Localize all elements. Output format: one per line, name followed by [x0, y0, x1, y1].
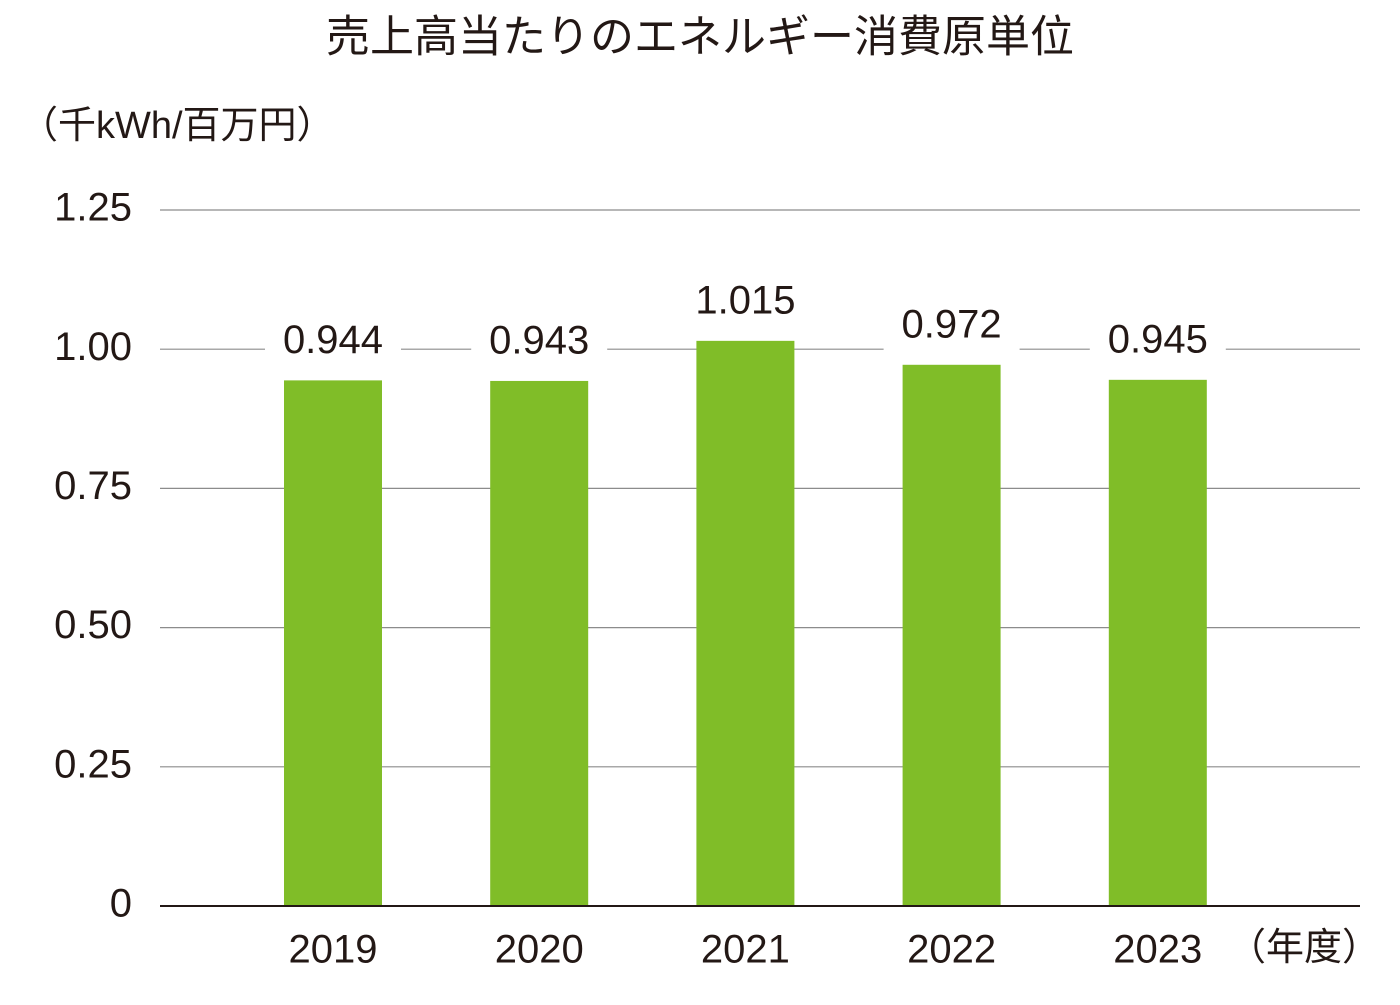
bar	[902, 364, 1001, 906]
y-tick-label: 1.00	[54, 325, 132, 369]
bar	[284, 380, 382, 906]
y-tick-label: 0	[110, 882, 132, 926]
value-label: 1.015	[695, 278, 795, 322]
value-label-bg	[471, 316, 608, 367]
value-label: 0.945	[1108, 317, 1208, 361]
y-tick-label: 0.75	[54, 464, 132, 508]
x-tick-label: 2020	[495, 928, 584, 972]
value-label-bg	[677, 276, 814, 327]
y-tick-label: 1.25	[54, 186, 132, 230]
bar	[1108, 379, 1207, 907]
value-label: 0.972	[902, 302, 1002, 346]
x-tick-label: 2023	[1113, 928, 1202, 972]
value-label-bg	[1089, 315, 1226, 366]
bar	[696, 340, 795, 906]
y-tick-label: 0.25	[54, 742, 132, 786]
x-axis-label: （年度）	[1228, 927, 1380, 969]
x-tick-label: 2021	[701, 928, 790, 972]
bar	[490, 380, 589, 906]
value-label: 0.944	[283, 318, 383, 362]
x-tick-label: 2019	[289, 928, 378, 972]
value-label-bg	[883, 300, 1020, 351]
x-tick-label: 2022	[907, 928, 996, 972]
chart-title: 売上高当たりのエネルギー消費原単位	[326, 13, 1074, 62]
y-tick-label: 0.50	[54, 603, 132, 647]
value-label-bg	[265, 316, 401, 367]
y-axis-label: （千kWh/百万円）	[20, 105, 335, 147]
value-label: 0.943	[489, 319, 589, 363]
